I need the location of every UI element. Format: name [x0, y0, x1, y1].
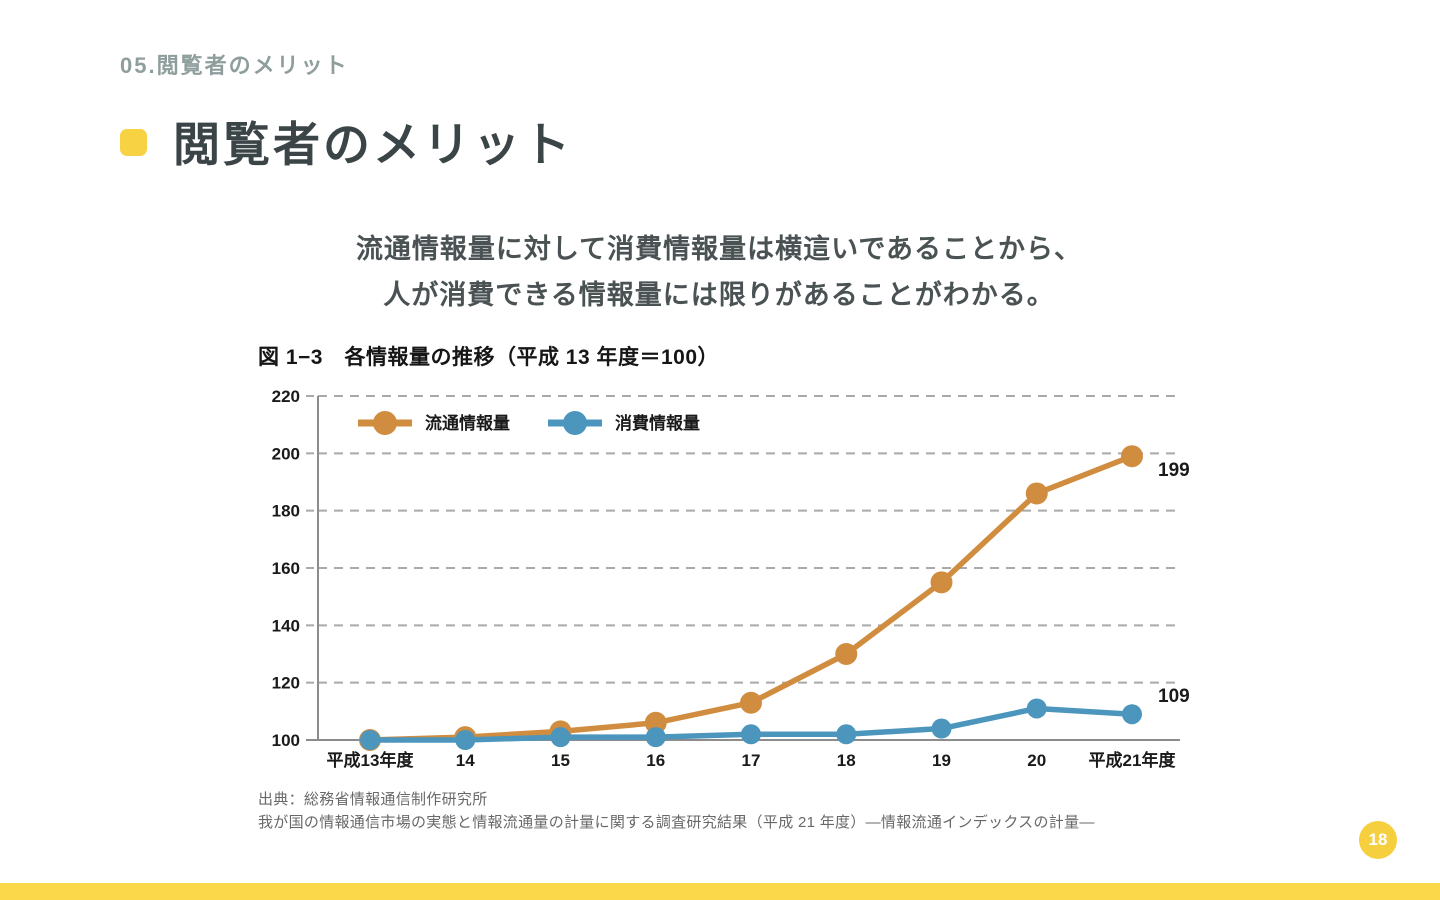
line-chart: 100 120 140 160 180 200 220 平成13年度 14 15 16 17 18 19 2… — [272, 387, 1190, 770]
y-tick-label: 100 — [272, 731, 300, 750]
source-note: 出典：総務省情報通信制作研究所 我が国の情報通信市場の実態と情報流通量の計量に関… — [258, 788, 1095, 834]
lead-line-2: 人が消費できる情報量には限りがあることがわかる。 — [383, 280, 1055, 310]
data-point — [1121, 445, 1143, 468]
page-title: 閲覧者のメリット — [173, 118, 573, 171]
x-tick-label: 平成13年度 — [327, 750, 415, 770]
source-line-2: 我が国の情報通信市場の実態と情報流通量の計量に関する調査研究結果（平成 21 年… — [258, 814, 1095, 831]
y-tick-label: 200 — [272, 444, 300, 463]
page-number-badge: 18 — [1359, 821, 1397, 859]
legend-marker-dot — [563, 411, 587, 435]
lead-text: 流通情報量に対して消費情報量は横這いであることから、 人が消費できる情報量には限… — [258, 226, 1180, 318]
x-tick-label: 15 — [551, 751, 570, 770]
legend-label: 流通情報量 — [425, 413, 510, 433]
data-point — [645, 727, 666, 748]
data-point — [835, 643, 858, 665]
x-tick-label: 16 — [646, 751, 665, 770]
y-tick-label: 140 — [272, 616, 300, 635]
data-point — [360, 730, 380, 750]
bottom-accent-bar — [0, 883, 1440, 900]
x-tick-label: 17 — [742, 751, 761, 770]
title-bullet-icon — [120, 129, 147, 156]
x-tick-label: 20 — [1027, 751, 1046, 770]
data-point — [1122, 704, 1142, 725]
data-point — [741, 724, 761, 745]
data-point — [1026, 698, 1047, 719]
series-end-label: 199 — [1158, 460, 1190, 481]
x-tick-label: 平成21年度 — [1089, 750, 1177, 770]
data-point — [930, 571, 953, 594]
y-tick-label: 160 — [272, 559, 300, 578]
data-point — [644, 711, 667, 734]
data-point — [455, 730, 476, 750]
lead-line-1: 流通情報量に対して消費情報量は横這いであることから、 — [355, 234, 1083, 264]
y-tick-label: 220 — [272, 387, 300, 406]
x-tick-label: 18 — [837, 751, 856, 770]
title-row: 閲覧者のメリット — [120, 106, 573, 175]
y-tick-label: 120 — [272, 674, 300, 693]
y-tick-label: 180 — [272, 502, 300, 521]
data-point — [550, 727, 571, 748]
x-tick-label: 19 — [932, 751, 951, 770]
x-tick-label: 14 — [456, 751, 475, 770]
legend-label: 消費情報量 — [615, 413, 700, 433]
breadcrumb: 05.閲覧者のメリット — [120, 53, 349, 78]
data-point — [740, 691, 762, 714]
legend-marker-dot — [373, 411, 397, 435]
source-line-1: 出典：総務省情報通信制作研究所 — [258, 791, 488, 808]
chart-title: 図 1−3 各情報量の推移（平成 13 年度＝100） — [258, 346, 720, 369]
page-number: 18 — [1368, 830, 1388, 849]
data-point — [836, 724, 857, 745]
series-end-label: 109 — [1158, 686, 1190, 707]
data-point — [931, 718, 952, 739]
data-point — [1025, 482, 1048, 505]
